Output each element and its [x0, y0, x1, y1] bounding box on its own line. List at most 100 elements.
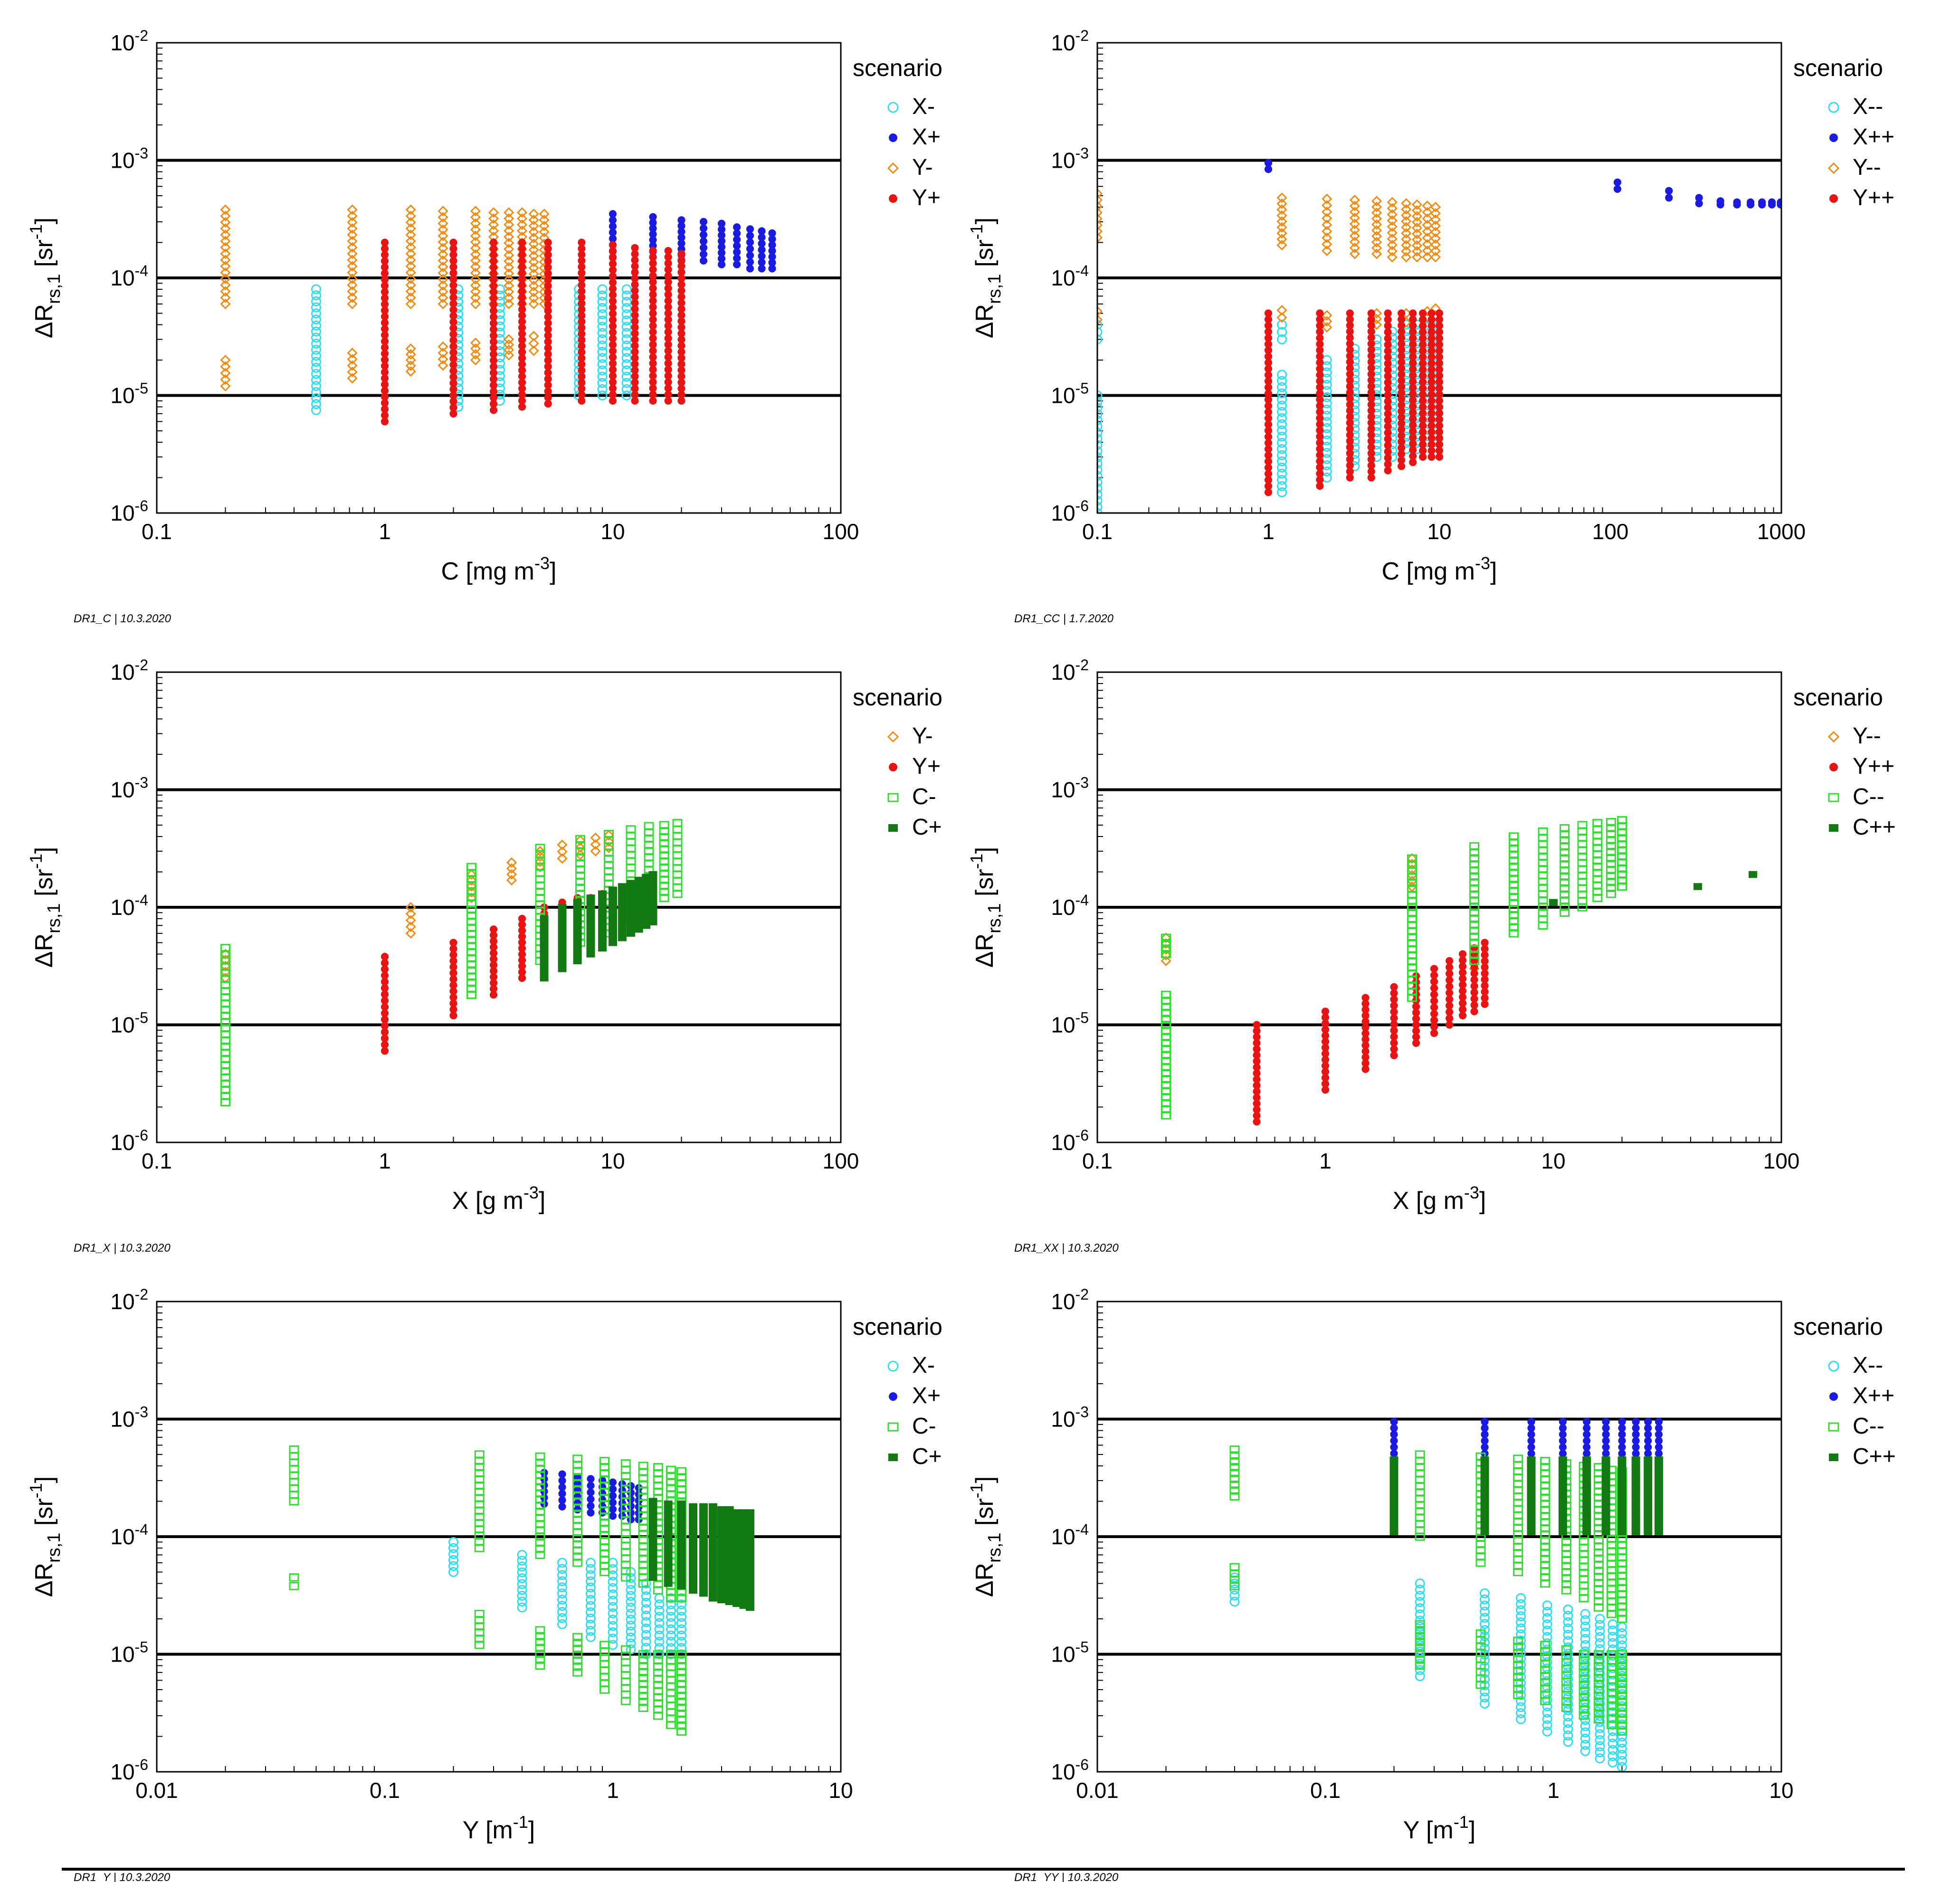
data-point	[506, 857, 517, 868]
data-point	[518, 281, 526, 289]
data-point	[768, 229, 776, 237]
data-point	[518, 397, 526, 405]
data-point	[381, 238, 389, 247]
data-point	[1593, 1585, 1604, 1594]
data-point	[449, 318, 457, 326]
data-point	[1582, 1462, 1591, 1470]
data-point	[1542, 1600, 1552, 1611]
data-point	[609, 353, 617, 361]
data-point	[1097, 415, 1103, 426]
data-point	[1509, 917, 1519, 926]
data-point	[733, 1521, 742, 1529]
data-point	[1264, 396, 1273, 404]
data-point	[1435, 428, 1444, 436]
data-point	[557, 1564, 568, 1574]
data-point	[1542, 1613, 1552, 1623]
data-point	[504, 334, 514, 345]
data-point	[689, 1563, 698, 1570]
data-point	[659, 851, 669, 860]
data-point	[1398, 413, 1406, 421]
data-point	[449, 939, 457, 947]
y-tick-label: 10-2	[110, 27, 148, 55]
data-point	[1446, 976, 1454, 984]
data-point	[1407, 975, 1418, 984]
data-point	[1540, 1469, 1551, 1478]
data-point	[220, 374, 231, 385]
data-point	[1542, 1625, 1552, 1636]
data-point	[578, 323, 586, 332]
data-point	[1582, 1528, 1591, 1535]
data-point	[1654, 1528, 1663, 1535]
data-point	[1654, 1522, 1663, 1530]
data-point	[717, 1536, 726, 1543]
data-point	[1264, 470, 1273, 478]
data-point	[1322, 226, 1332, 237]
data-point	[1264, 488, 1273, 496]
data-point	[1407, 854, 1418, 863]
data-point	[1595, 1729, 1605, 1739]
data-point	[1412, 1039, 1420, 1047]
data-point	[725, 1530, 734, 1538]
data-point	[1446, 1014, 1454, 1023]
data-point	[1654, 1474, 1663, 1482]
data-point	[609, 898, 617, 905]
data-point	[1458, 987, 1467, 995]
data-point	[1606, 824, 1616, 833]
data-point	[1390, 1008, 1398, 1016]
data-point	[1617, 1703, 1627, 1712]
data-point	[220, 361, 231, 372]
data-point	[1617, 1692, 1627, 1700]
legend-label: X-	[912, 94, 935, 119]
data-point	[1277, 382, 1287, 392]
data-point	[381, 1003, 389, 1011]
data-point	[311, 351, 322, 361]
data-point	[572, 1521, 583, 1530]
data-point	[220, 292, 231, 303]
y-tick-label: 10-6	[110, 497, 148, 525]
data-point	[699, 257, 708, 265]
data-point	[654, 1624, 665, 1635]
data-point	[631, 354, 639, 362]
legend-marker	[1829, 763, 1838, 771]
data-point	[1540, 1542, 1551, 1551]
data-point	[585, 1564, 596, 1574]
data-point	[733, 1540, 742, 1547]
data-point	[1412, 1027, 1420, 1035]
data-point	[1411, 217, 1423, 228]
data-point	[1644, 1474, 1653, 1482]
data-point	[405, 928, 416, 939]
data-point	[609, 1512, 617, 1520]
data-point	[578, 348, 586, 356]
data-point	[627, 880, 636, 887]
data-point	[1427, 334, 1436, 342]
data-points	[1229, 1417, 1663, 1772]
data-point	[597, 315, 608, 326]
series-C++	[1389, 1456, 1663, 1535]
data-point	[648, 912, 657, 920]
data-point	[1371, 207, 1382, 219]
y-tick-base: 10	[110, 30, 134, 55]
data-point	[1513, 1673, 1523, 1682]
data-point	[1349, 200, 1360, 211]
data-point	[1346, 370, 1354, 378]
data-point	[631, 244, 639, 252]
data-point	[1580, 1746, 1590, 1756]
data-point	[609, 216, 617, 224]
data-point	[1540, 1561, 1551, 1569]
x-axis-label: X [g m-3]	[1393, 1183, 1486, 1215]
data-point	[664, 309, 672, 317]
y-tick-base: 10	[110, 1130, 134, 1155]
data-point	[1389, 1456, 1399, 1464]
data-point	[1390, 1014, 1398, 1022]
data-point	[1595, 1741, 1605, 1751]
data-point	[1161, 944, 1171, 953]
legend-marker	[889, 133, 897, 142]
data-points	[220, 819, 683, 1106]
data-point	[470, 286, 481, 297]
data-point	[1409, 340, 1417, 348]
data-point	[733, 1545, 742, 1553]
data-point	[1768, 200, 1776, 209]
data-point	[1430, 1003, 1438, 1011]
data-point	[1387, 209, 1398, 220]
